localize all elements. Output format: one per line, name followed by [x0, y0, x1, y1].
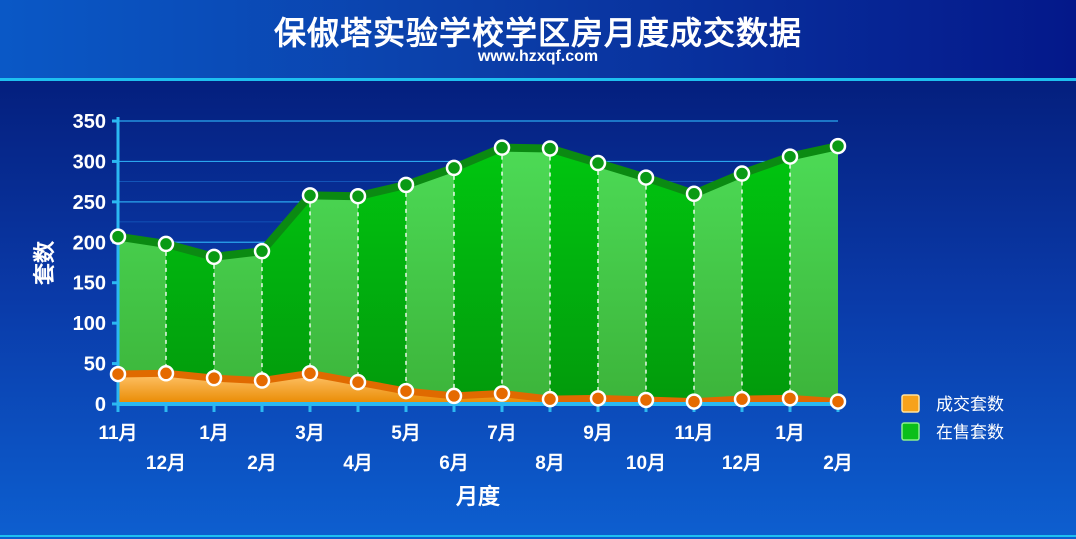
x-tick-label: 11月 — [98, 423, 137, 444]
y-tick-label: 0 — [95, 394, 106, 416]
sale-data-point — [637, 391, 655, 409]
legend-swatch — [901, 394, 920, 413]
x-tick-label: 1月 — [199, 423, 229, 444]
stock-data-point — [157, 235, 175, 253]
legend-label: 成交套数 — [936, 395, 1004, 415]
x-tick-label: 7月 — [487, 423, 517, 444]
stock-area-band — [454, 146, 502, 404]
stock-data-point — [445, 159, 463, 177]
x-tick-label: 5月 — [391, 423, 421, 444]
stock-data-point — [829, 137, 847, 155]
y-axis-title: 套数 — [32, 240, 58, 285]
x-tick-label: 9月 — [583, 423, 613, 444]
stock-area-band — [742, 146, 790, 404]
x-tick-label: 12月 — [146, 453, 186, 474]
header-band — [0, 0, 1076, 78]
x-tick-label: 1月 — [775, 423, 805, 444]
stock-area-band — [358, 146, 406, 404]
stock-area-band — [406, 146, 454, 404]
chart-title: 保俶塔实验学校学区房月度成交数据 — [273, 14, 802, 52]
x-tick-label: 3月 — [295, 423, 325, 444]
sale-data-point — [493, 385, 511, 402]
stock-data-point — [493, 139, 511, 156]
sale-data-point — [829, 393, 847, 410]
sale-data-point — [109, 365, 127, 383]
stock-data-point — [637, 169, 655, 186]
x-tick-label: 10月 — [626, 453, 666, 474]
stock-data-point — [733, 165, 751, 182]
sale-data-point — [685, 393, 703, 410]
data-points — [109, 137, 847, 410]
sale-data-point — [253, 372, 271, 389]
sale-data-point — [589, 390, 607, 407]
stock-data-point — [685, 185, 703, 203]
stock-data-point — [397, 176, 415, 194]
legend-swatch — [901, 422, 920, 441]
stock-area-band — [310, 146, 358, 404]
stock-data-point — [781, 148, 799, 165]
stock-area-band — [550, 146, 598, 404]
x-tick-label: 11月 — [674, 423, 713, 444]
sale-area-fill — [118, 373, 838, 404]
y-tick-label: 350 — [73, 111, 106, 133]
stock-area-band — [118, 146, 166, 404]
sale-data-point — [349, 373, 367, 391]
stock-area-band — [502, 146, 550, 404]
tick-labels: 0 50 100 150 200 250 300 350 11月 12月 1月 2月 3月 4月 5月 6月 7… — [73, 111, 853, 474]
y-tick-label: 50 — [84, 354, 106, 376]
stock-series-line — [117, 142, 839, 261]
series-stock-area — [117, 142, 839, 404]
x-axis-title: 月度 — [455, 484, 501, 510]
stock-area-band — [646, 146, 694, 404]
sale-data-point — [733, 390, 751, 408]
stock-data-point — [541, 140, 559, 157]
x-tick-label: 2月 — [247, 453, 277, 474]
stock-area-band — [694, 146, 742, 404]
x-tick-label: 4月 — [343, 453, 373, 474]
y-tick-label: 100 — [73, 313, 106, 335]
x-tick-label: 2月 — [823, 453, 853, 474]
stock-data-point — [349, 187, 367, 205]
stock-data-point — [109, 228, 127, 245]
sale-data-point — [397, 382, 415, 400]
x-tick-label: 6月 — [439, 453, 469, 474]
stock-data-point — [253, 242, 271, 260]
chart-subtitle: www.hzxqf.com — [477, 48, 599, 65]
sale-data-point — [445, 387, 463, 405]
sale-data-point — [781, 390, 799, 407]
sale-data-point — [157, 365, 175, 382]
y-tick-label: 150 — [73, 273, 106, 295]
stock-data-point — [301, 187, 319, 204]
stock-area-band — [262, 146, 310, 404]
y-tick-label: 250 — [73, 192, 106, 214]
y-tick-label: 200 — [73, 232, 106, 254]
x-tick-label: 12月 — [722, 453, 762, 474]
header-divider — [0, 78, 1076, 81]
stock-data-point — [589, 154, 607, 172]
stock-area-band — [598, 146, 646, 404]
stock-data-point — [205, 248, 223, 266]
sale-data-point — [301, 365, 319, 382]
y-tick-label: 300 — [73, 151, 106, 173]
footer-divider — [0, 535, 1076, 537]
sale-series-line — [117, 369, 839, 406]
sale-data-point — [205, 369, 223, 387]
sale-data-point — [541, 390, 559, 408]
legend-label: 在售套数 — [936, 423, 1004, 443]
stock-area-band — [790, 146, 838, 404]
series-sale-area — [117, 369, 839, 406]
x-tick-label: 8月 — [535, 453, 565, 474]
axes — [112, 117, 840, 412]
